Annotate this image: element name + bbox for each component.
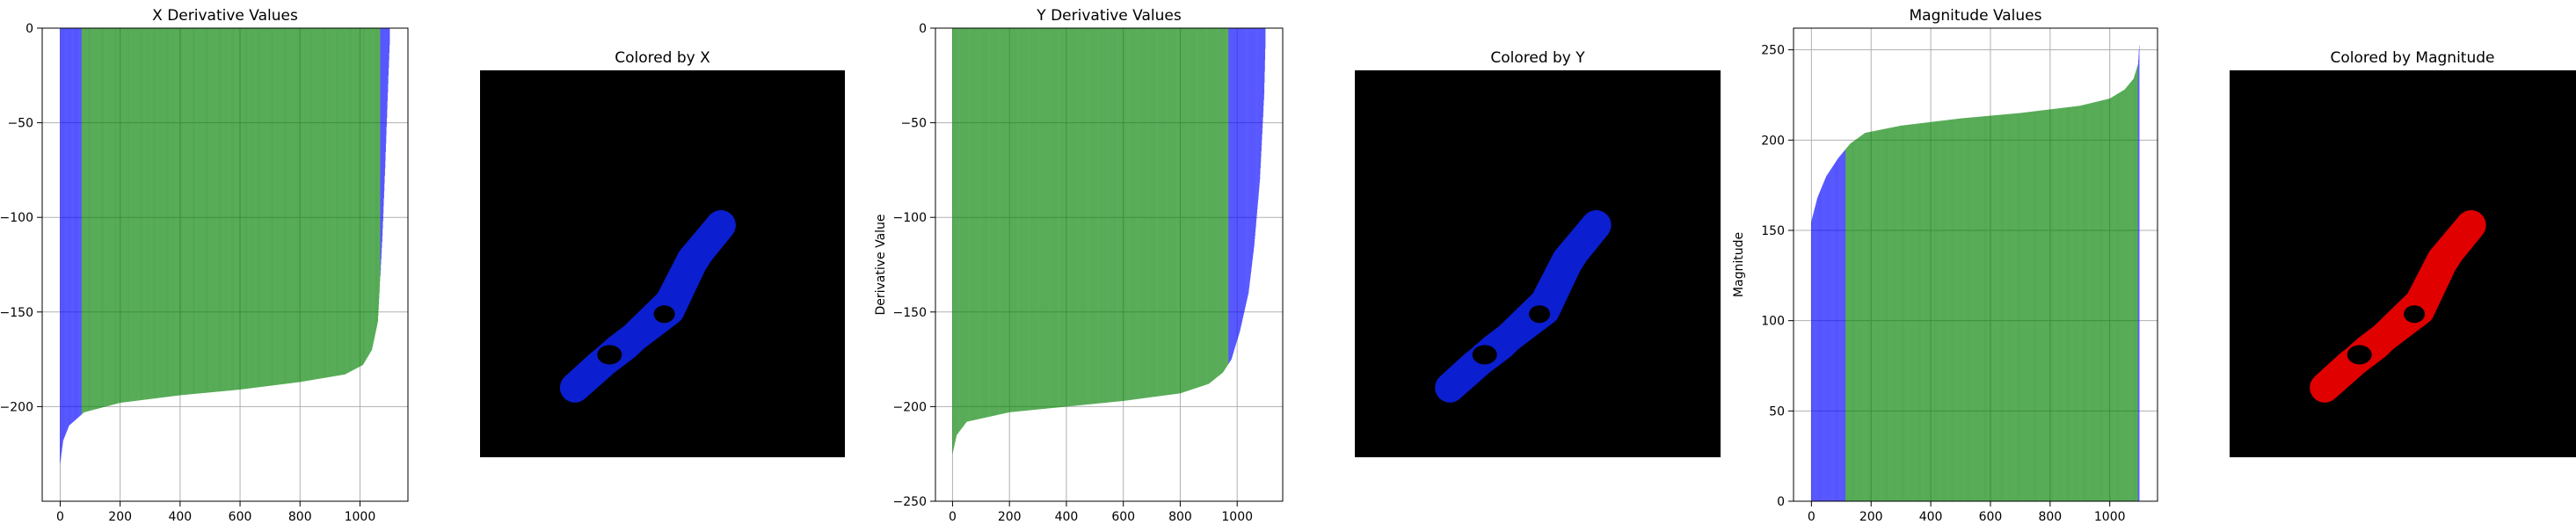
axes-frame xyxy=(41,27,409,502)
y-tick-label: 100 xyxy=(1761,315,1785,329)
x-tick-label: 1000 xyxy=(1221,510,1253,524)
x-tick-label: 200 xyxy=(998,510,1022,524)
panel-0: X Derivative Values 0 200 400 600 800 1000 0 −50… xyxy=(0,7,409,524)
x-tick-label: 600 xyxy=(229,510,252,524)
y-tick-label: −50 xyxy=(7,117,33,131)
x-tick-label: 0 xyxy=(56,510,64,524)
panel-title: Colored by Magnitude xyxy=(2331,49,2495,67)
y-tick-label: 150 xyxy=(1761,224,1785,238)
axes-frame xyxy=(1793,27,2158,502)
x-tick-label: 600 xyxy=(1111,510,1135,524)
x-tick-label: 200 xyxy=(1859,510,1883,524)
y-tick-label: −100 xyxy=(893,211,927,225)
y-axis-label: Magnitude xyxy=(1732,232,1746,297)
y-tick-label: −250 xyxy=(893,495,927,509)
image-hole xyxy=(2347,345,2372,365)
panel-title: Magnitude Values xyxy=(1909,7,2041,25)
panel-5: Colored by Magnitude xyxy=(2230,49,2576,457)
image-background xyxy=(1355,70,1721,457)
x-tick-label: 800 xyxy=(2038,510,2062,524)
x-tick-label: 400 xyxy=(168,510,192,524)
panel-3: Colored by Y xyxy=(1355,49,1721,457)
x-tick-label: 1000 xyxy=(345,510,376,524)
y-tick-label: −150 xyxy=(0,306,33,320)
x-tick-label: 400 xyxy=(1055,510,1079,524)
y-tick-label: −200 xyxy=(893,400,927,414)
panel-title: Colored by Y xyxy=(1490,49,1585,67)
x-tick-label: 800 xyxy=(288,510,312,524)
y-tick-label: 0 xyxy=(25,22,33,36)
x-tick-label: 600 xyxy=(1979,510,2003,524)
image-background xyxy=(2230,70,2576,457)
y-tick-label: 250 xyxy=(1761,44,1785,58)
axes-frame xyxy=(935,27,1284,502)
y-tick-label: 50 xyxy=(1769,404,1785,419)
panel-title: Colored by X xyxy=(615,49,710,67)
x-tick-label: 0 xyxy=(1808,510,1816,524)
y-axis-label: Derivative Value xyxy=(874,214,888,315)
y-tick-label: 0 xyxy=(1777,495,1785,509)
panel-title: X Derivative Values xyxy=(152,7,298,25)
y-tick-label: −100 xyxy=(0,211,33,225)
image-hole xyxy=(1472,345,1497,365)
panel-2: Y Derivative Values 0 200 400 600 800 1000 0 −50… xyxy=(874,7,1284,524)
x-tick-label: 200 xyxy=(108,510,132,524)
image-hole xyxy=(597,345,622,365)
panel-title: Y Derivative Values xyxy=(1036,7,1182,25)
y-tick-label: −150 xyxy=(893,306,927,320)
y-tick-label: −200 xyxy=(0,400,33,414)
image-hole xyxy=(2404,305,2426,324)
panel-1: Colored by X xyxy=(480,49,845,457)
y-tick-label: −50 xyxy=(900,117,927,131)
image-hole xyxy=(653,305,675,324)
x-tick-label: 800 xyxy=(1168,510,1192,524)
x-tick-label: 0 xyxy=(949,510,957,524)
panel-4: Magnitude Values 0 200 400 600 800 1000 0 50 100 1… xyxy=(1732,7,2158,524)
y-tick-label: 0 xyxy=(919,22,927,36)
y-tick-label: 200 xyxy=(1761,134,1785,148)
image-background xyxy=(480,70,845,457)
x-tick-label: 1000 xyxy=(2094,510,2126,524)
x-tick-label: 400 xyxy=(1919,510,1943,524)
image-hole xyxy=(1529,305,1551,324)
